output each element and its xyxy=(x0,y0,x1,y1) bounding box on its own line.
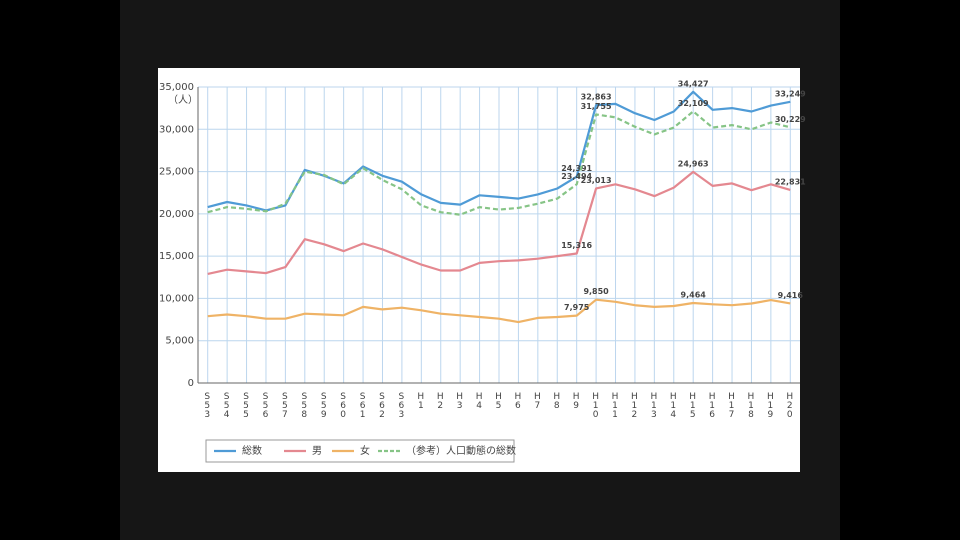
chart-panel xyxy=(158,68,800,472)
x-tick-label: H2 xyxy=(435,392,445,410)
x-tick-label: H9 xyxy=(571,392,581,410)
legend-label: 女 xyxy=(360,444,370,457)
data-label: 32,863 xyxy=(581,93,612,102)
x-tick-label: S58 xyxy=(299,392,309,419)
series-line xyxy=(207,298,791,324)
legend-label: 総数 xyxy=(242,444,262,457)
data-label: 9,464 xyxy=(681,290,707,299)
x-tick-label: H10 xyxy=(591,392,601,419)
x-tick-label: S59 xyxy=(319,392,329,419)
x-tick-label: S55 xyxy=(241,392,251,419)
x-tick-label: S56 xyxy=(260,392,270,419)
y-tick-label: 35,000 xyxy=(159,82,194,93)
x-tick-label: H7 xyxy=(532,392,542,410)
x-tick-label: H18 xyxy=(746,392,756,419)
data-label: 7,975 xyxy=(564,303,590,312)
y-tick-label: 15,000 xyxy=(159,251,194,262)
data-label: 23,013 xyxy=(581,176,612,185)
data-label: 9,416 xyxy=(778,291,804,300)
legend-box xyxy=(205,439,515,463)
data-label: 24,963 xyxy=(678,159,709,168)
x-tick-label: S63 xyxy=(396,392,406,419)
x-tick-label: H1 xyxy=(416,392,426,410)
x-tick-label: S53 xyxy=(202,392,212,419)
x-tick-label: S61 xyxy=(358,392,368,419)
x-tick-label: H8 xyxy=(552,392,562,410)
y-tick-label: 20,000 xyxy=(159,209,194,220)
y-tick-label: 0 xyxy=(188,378,194,389)
x-tick-label: S60 xyxy=(338,392,348,419)
x-tick-label: H4 xyxy=(474,392,484,410)
x-tick-label: H19 xyxy=(765,392,775,419)
data-label: 15,316 xyxy=(561,241,592,250)
y-tick-label: 30,000 xyxy=(159,124,194,135)
data-label: 22,831 xyxy=(775,177,806,186)
legend-label: （参考）人口動態の総数 xyxy=(406,444,516,457)
x-tick-label: H14 xyxy=(668,392,678,419)
x-tick-label: S62 xyxy=(377,392,387,419)
y-tick-label: 5,000 xyxy=(165,336,194,347)
data-label: 23,494 xyxy=(561,172,592,181)
x-tick-label: H20 xyxy=(785,392,795,419)
legend-label: 男 xyxy=(312,445,322,457)
series-line xyxy=(207,90,791,212)
x-tick-label: H16 xyxy=(707,392,717,419)
x-tick-label: H15 xyxy=(688,392,698,419)
data-label: 33,249 xyxy=(775,89,806,98)
x-tick-label: H11 xyxy=(610,392,620,419)
x-tick-label: H17 xyxy=(727,392,737,419)
data-label: 30,229 xyxy=(775,115,806,124)
y-unit: （人） xyxy=(168,94,198,106)
data-label: 9,850 xyxy=(583,287,609,296)
series-line xyxy=(207,170,791,275)
data-label: 24,391 xyxy=(561,164,592,173)
x-tick-label: H12 xyxy=(629,392,639,419)
x-tick-label: S54 xyxy=(222,392,232,419)
x-tick-label: S57 xyxy=(280,392,290,419)
data-label: 34,427 xyxy=(678,79,709,88)
x-tick-label: H3 xyxy=(455,392,465,410)
x-tick-label: H5 xyxy=(494,392,504,410)
x-tick-label: H6 xyxy=(513,392,523,410)
x-tick-label: H13 xyxy=(649,392,659,419)
data-label: 31,755 xyxy=(581,102,612,111)
y-tick-label: 10,000 xyxy=(159,293,194,304)
data-label: 32,109 xyxy=(678,99,709,108)
y-tick-label: 25,000 xyxy=(159,167,194,178)
